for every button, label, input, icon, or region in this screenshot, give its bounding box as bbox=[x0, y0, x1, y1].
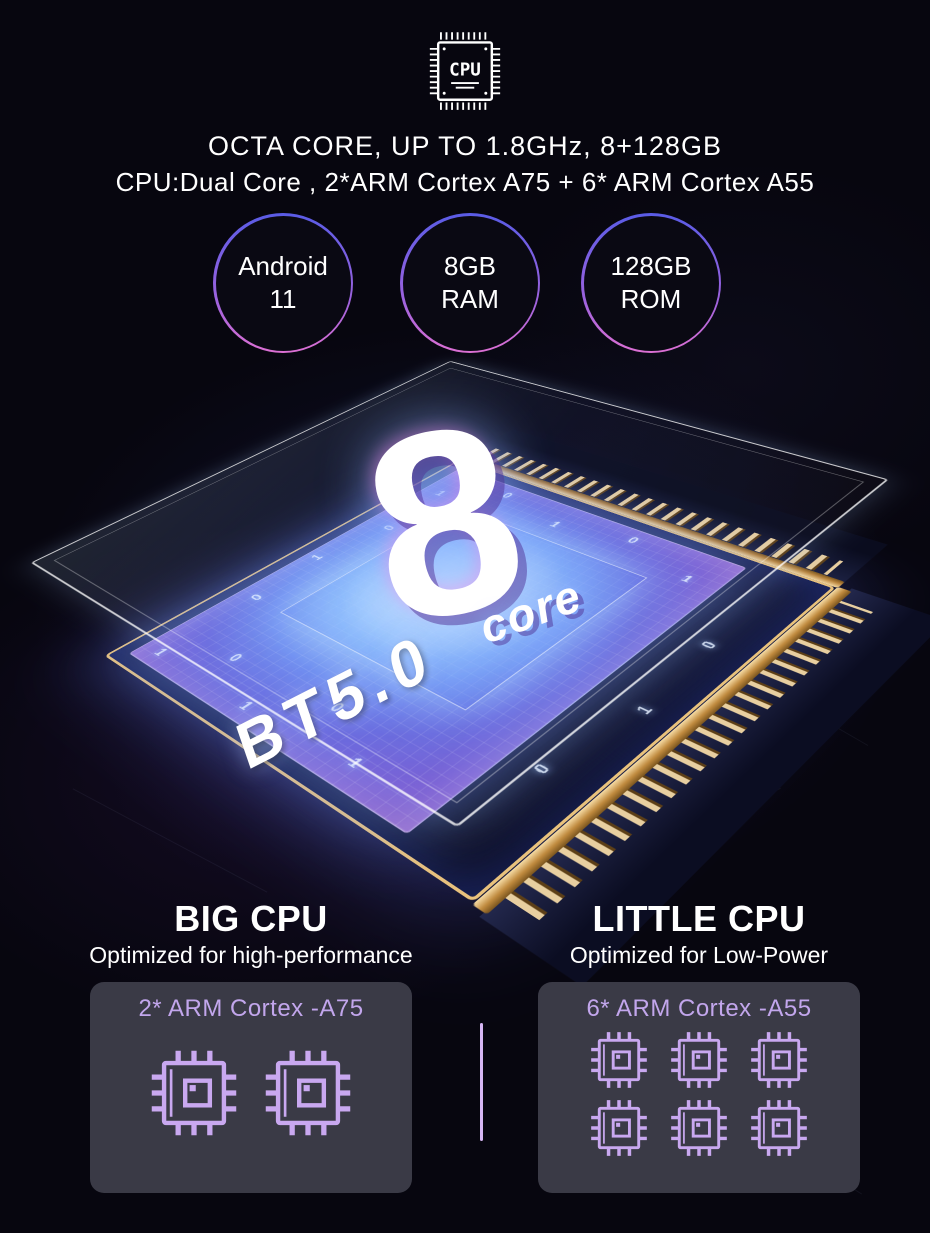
circuit-trace bbox=[73, 788, 268, 892]
badge-ram-line1: 8GB bbox=[444, 250, 496, 283]
product-infographic: CPU OCTA CORE, UP TO 1.8GHz, 8+128GB CPU… bbox=[0, 0, 930, 1233]
cpu-core-icon bbox=[590, 1031, 648, 1089]
badge-android: Android 11 bbox=[213, 213, 353, 353]
big-cpu-subtitle: Optimized for high-performance bbox=[81, 942, 421, 969]
badge-rom-line1: 128GB bbox=[611, 250, 692, 283]
binary-digit: 0 bbox=[697, 639, 721, 651]
big-cpu-panel-title: 2* ARM Cortex -A75 bbox=[138, 995, 363, 1023]
cpu-chip-icon: CPU bbox=[428, 24, 502, 120]
little-cpu-title: LITTLE CPU bbox=[538, 898, 860, 940]
cpu-core-icon bbox=[590, 1099, 648, 1157]
cpu-core-icon bbox=[750, 1031, 808, 1089]
badge-ram: 8GB RAM bbox=[400, 213, 540, 353]
cpu-icon-label: CPU bbox=[449, 61, 481, 81]
little-cpu-panel: 6* ARM Cortex -A55 bbox=[538, 982, 860, 1193]
binary-digit: 1 bbox=[632, 703, 657, 717]
badge-android-line1: Android bbox=[238, 250, 328, 283]
spec-badges: Android 11 8GB RAM 128GB ROM bbox=[0, 213, 930, 353]
headline-cpu-config: CPU:Dual Core , 2*ARM Cortex A75 + 6* AR… bbox=[0, 167, 930, 198]
badge-android-line2: 11 bbox=[270, 283, 297, 316]
panel-divider bbox=[480, 1023, 483, 1141]
cpu-core-icon bbox=[264, 1049, 352, 1137]
cpu-core-icon bbox=[670, 1031, 728, 1089]
cpu-core-icon bbox=[670, 1099, 728, 1157]
badge-rom-line2: ROM bbox=[621, 283, 682, 316]
badge-rom: 128GB ROM bbox=[581, 213, 721, 353]
headline-specs: OCTA CORE, UP TO 1.8GHz, 8+128GB bbox=[0, 131, 930, 162]
chip-hero-render: 1010101010101010 8 core BT5.0 bbox=[0, 370, 930, 915]
little-cpu-subtitle: Optimized for Low-Power bbox=[529, 942, 869, 969]
cpu-core-icon bbox=[150, 1049, 238, 1137]
big-cpu-panel: 2* ARM Cortex -A75 bbox=[90, 982, 412, 1193]
little-cpu-panel-title: 6* ARM Cortex -A55 bbox=[586, 995, 811, 1023]
big-cpu-title: BIG CPU bbox=[90, 898, 412, 940]
badge-ram-line2: RAM bbox=[441, 283, 499, 316]
big-cpu-core-icons bbox=[136, 1049, 366, 1137]
cpu-core-icon bbox=[750, 1099, 808, 1157]
little-cpu-core-icons bbox=[584, 1031, 814, 1157]
